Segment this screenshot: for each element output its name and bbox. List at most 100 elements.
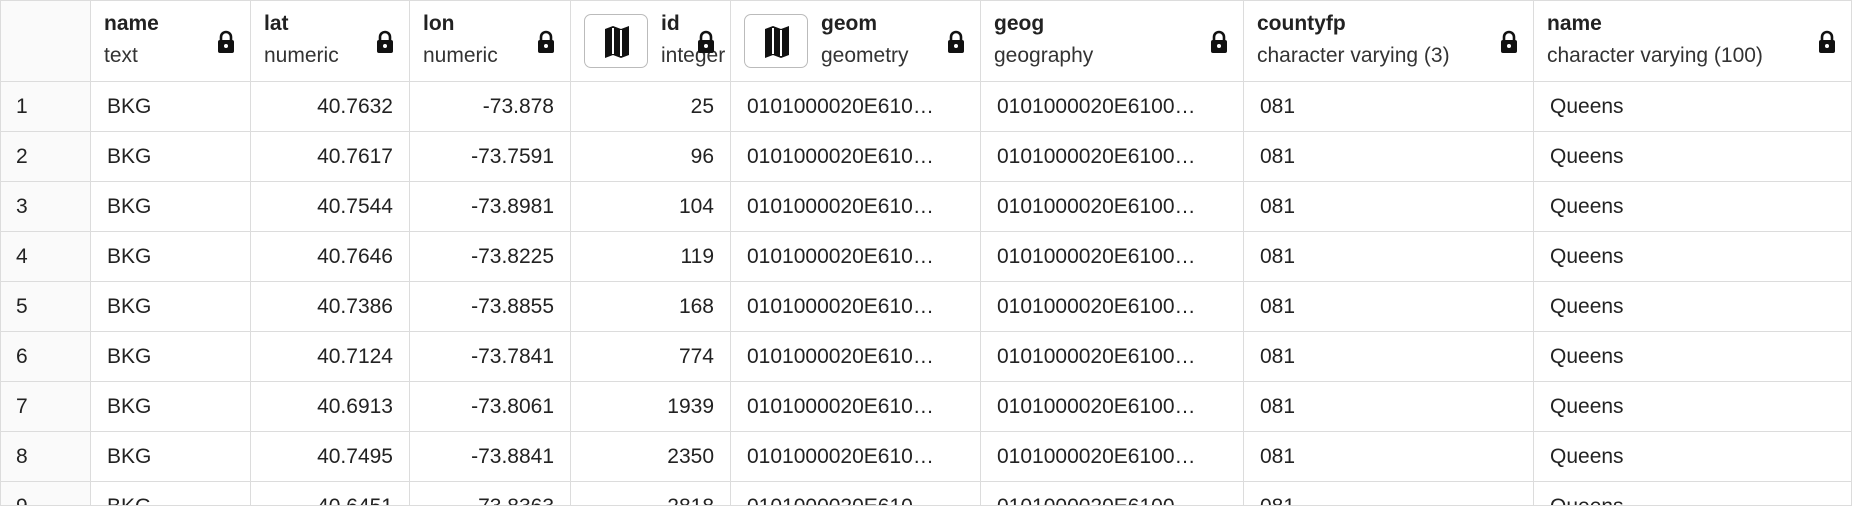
data-cell[interactable]: 2350 [571,432,731,482]
data-cell[interactable]: -73.8981 [410,182,571,232]
lock [216,30,236,59]
data-cell[interactable]: -73.8363 [410,482,571,506]
data-cell[interactable]: 0101000020E610… [731,482,981,506]
data-cell[interactable]: -73.8841 [410,432,571,482]
data-cell[interactable]: BKG [91,82,251,132]
data-cell[interactable]: 40.7124 [251,332,410,382]
data-cell[interactable]: 0101000020E610… [731,332,981,382]
data-cell[interactable]: BKG [91,232,251,282]
data-cell[interactable]: 40.7646 [251,232,410,282]
column-header[interactable]: name text [91,0,251,82]
data-cell[interactable]: 081 [1244,482,1534,506]
data-cell[interactable]: 081 [1244,332,1534,382]
data-cell[interactable]: -73.8225 [410,232,571,282]
data-cell[interactable]: BKG [91,432,251,482]
data-cell[interactable]: 40.6451 [251,482,410,506]
column-header[interactable]: geom geometry [731,0,981,82]
data-cell[interactable]: 0101000020E610… [731,182,981,232]
map-button[interactable] [744,14,808,68]
row-number[interactable]: 2 [0,132,91,182]
data-cell[interactable]: 40.7495 [251,432,410,482]
data-cell[interactable]: 104 [571,182,731,232]
data-cell[interactable]: 40.7544 [251,182,410,232]
data-cell[interactable]: 119 [571,232,731,282]
lock [536,30,556,59]
data-cell[interactable]: 168 [571,282,731,332]
column-header[interactable]: countyfp character varying (3) [1244,0,1534,82]
data-cell[interactable]: 0101000020E610… [731,82,981,132]
row-number[interactable]: 9 [0,482,91,506]
data-cell[interactable]: -73.8061 [410,382,571,432]
row-number[interactable]: 6 [0,332,91,382]
data-cell[interactable]: BKG [91,382,251,432]
map-button[interactable] [584,14,648,68]
data-cell[interactable]: -73.7841 [410,332,571,382]
data-cell[interactable]: 1939 [571,382,731,432]
data-cell[interactable]: 081 [1244,132,1534,182]
data-cell[interactable]: 40.6913 [251,382,410,432]
data-cell[interactable]: Queens [1534,332,1852,382]
column-name: id [661,12,680,35]
row-number[interactable]: 1 [0,82,91,132]
row-number[interactable]: 4 [0,232,91,282]
data-cell[interactable]: 0101000020E6100… [981,82,1244,132]
data-cell[interactable]: 0101000020E6100… [981,482,1244,506]
data-cell[interactable]: 081 [1244,82,1534,132]
data-cell[interactable]: 0101000020E6100… [981,232,1244,282]
data-cell[interactable]: 0101000020E6100… [981,432,1244,482]
column-type: geography [994,44,1094,67]
data-cell[interactable]: 96 [571,132,731,182]
lock-icon [377,30,393,53]
data-cell[interactable]: 0101000020E610… [731,282,981,332]
data-cell[interactable]: 0101000020E6100… [981,182,1244,232]
data-cell[interactable]: Queens [1534,382,1852,432]
row-number[interactable]: 7 [0,382,91,432]
data-cell[interactable]: Queens [1534,132,1852,182]
data-cell[interactable]: 081 [1244,382,1534,432]
data-cell[interactable]: Queens [1534,82,1852,132]
row-number[interactable]: 5 [0,282,91,332]
row-number[interactable]: 3 [0,182,91,232]
data-cell[interactable]: BKG [91,282,251,332]
column-header[interactable]: id integer [571,0,731,82]
column-header[interactable]: lat numeric [251,0,410,82]
data-cell[interactable]: 0101000020E610… [731,232,981,282]
data-cell[interactable]: 0101000020E6100… [981,282,1244,332]
data-cell[interactable]: Queens [1534,282,1852,332]
column-type: character varying (100) [1547,44,1763,67]
data-cell[interactable]: 0101000020E6100… [981,382,1244,432]
data-cell[interactable]: 2818 [571,482,731,506]
data-cell[interactable]: 40.7617 [251,132,410,182]
data-cell[interactable]: Queens [1534,182,1852,232]
data-cell[interactable]: 40.7386 [251,282,410,332]
data-cell[interactable]: Queens [1534,232,1852,282]
column-header[interactable]: name character varying (100) [1534,0,1852,82]
data-cell[interactable]: 081 [1244,282,1534,332]
column-header[interactable]: lon numeric [410,0,571,82]
data-cell[interactable]: 25 [571,82,731,132]
data-cell[interactable]: 0101000020E610… [731,432,981,482]
data-cell[interactable]: 0101000020E610… [731,132,981,182]
corner-cell [0,0,91,82]
data-cell[interactable]: Queens [1534,432,1852,482]
data-cell[interactable]: 0101000020E610… [731,382,981,432]
data-cell[interactable]: 081 [1244,232,1534,282]
column-name: countyfp [1257,12,1346,35]
data-cell[interactable]: 081 [1244,432,1534,482]
data-cell[interactable]: -73.878 [410,82,571,132]
data-cell[interactable]: 0101000020E6100… [981,132,1244,182]
data-cell[interactable]: Queens [1534,482,1852,506]
row-number[interactable]: 8 [0,432,91,482]
data-cell[interactable]: 081 [1244,182,1534,232]
data-cell[interactable]: BKG [91,132,251,182]
data-cell[interactable]: -73.8855 [410,282,571,332]
data-cell[interactable]: BKG [91,332,251,382]
data-cell[interactable]: 0101000020E6100… [981,332,1244,382]
data-cell[interactable]: 774 [571,332,731,382]
data-cell[interactable]: BKG [91,482,251,506]
column-header[interactable]: geog geography [981,0,1244,82]
data-cell[interactable]: -73.7591 [410,132,571,182]
data-cell[interactable]: 40.7632 [251,82,410,132]
data-cell[interactable]: BKG [91,182,251,232]
